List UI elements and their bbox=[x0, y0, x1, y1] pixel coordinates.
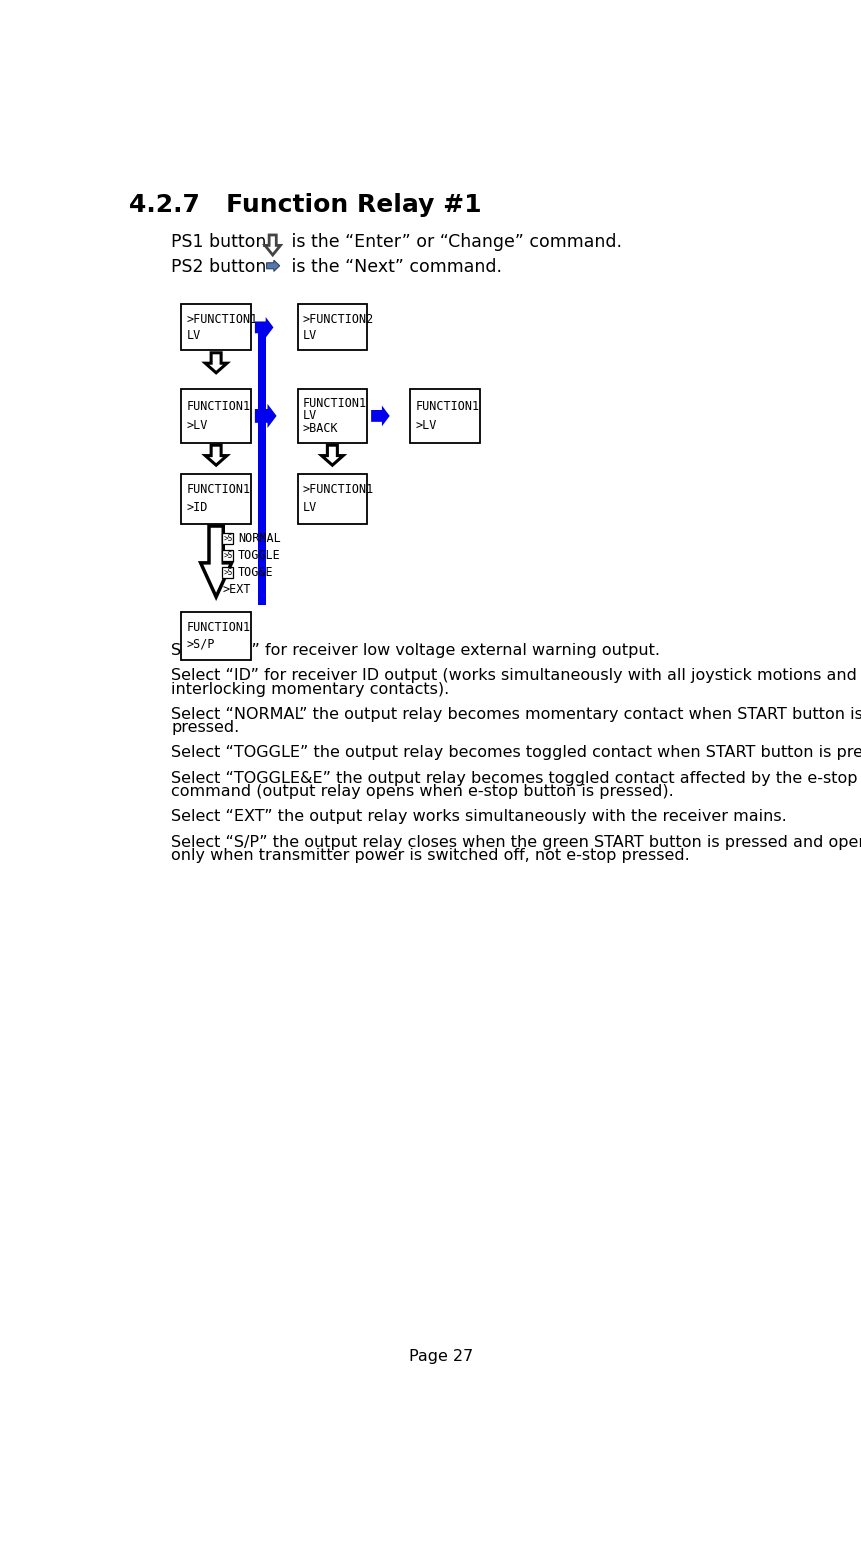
Text: >LV: >LV bbox=[415, 419, 437, 431]
Text: is the “Next” command.: is the “Next” command. bbox=[286, 257, 502, 276]
Polygon shape bbox=[255, 317, 274, 337]
Bar bbox=[298, 304, 368, 350]
Text: LV: LV bbox=[303, 501, 317, 515]
Bar bbox=[222, 550, 233, 561]
Text: LV: LV bbox=[187, 328, 201, 342]
Text: command (output relay opens when e-stop button is pressed).: command (output relay opens when e-stop … bbox=[171, 784, 674, 798]
Text: >FUNCTION1: >FUNCTION1 bbox=[303, 484, 375, 496]
Text: Select “EXT” the output relay works simultaneously with the receiver mains.: Select “EXT” the output relay works simu… bbox=[171, 809, 787, 824]
Text: Page 27: Page 27 bbox=[409, 1350, 473, 1364]
Text: NORMAL: NORMAL bbox=[238, 532, 281, 546]
Bar bbox=[182, 473, 251, 524]
Polygon shape bbox=[255, 404, 276, 428]
Polygon shape bbox=[205, 445, 227, 465]
Text: >ID: >ID bbox=[187, 501, 208, 515]
Polygon shape bbox=[201, 525, 232, 596]
Text: TOG&E: TOG&E bbox=[238, 566, 274, 579]
Text: pressed.: pressed. bbox=[171, 720, 239, 735]
Text: >S: >S bbox=[223, 567, 232, 576]
Text: >EXT: >EXT bbox=[222, 582, 251, 596]
Text: Select “NORMAL” the output relay becomes momentary contact when START button is: Select “NORMAL” the output relay becomes… bbox=[171, 707, 861, 723]
Polygon shape bbox=[265, 234, 281, 254]
Bar bbox=[258, 327, 266, 604]
Text: >S/P: >S/P bbox=[187, 638, 215, 650]
Text: 4.2.7   Function Relay #1: 4.2.7 Function Relay #1 bbox=[129, 193, 482, 217]
Bar bbox=[298, 473, 368, 524]
Text: >BACK: >BACK bbox=[303, 422, 338, 435]
Text: >FUNCTION1: >FUNCTION1 bbox=[187, 313, 258, 325]
Polygon shape bbox=[205, 353, 227, 373]
Text: FUNCTION1: FUNCTION1 bbox=[415, 401, 480, 413]
Text: Select “TOGGLE&E” the output relay becomes toggled contact affected by the e-sto: Select “TOGGLE&E” the output relay becom… bbox=[171, 770, 858, 786]
Bar bbox=[182, 612, 251, 660]
Bar bbox=[298, 388, 368, 442]
Polygon shape bbox=[321, 445, 344, 465]
Polygon shape bbox=[371, 405, 390, 427]
Bar bbox=[222, 533, 233, 544]
Text: Select “S/P” the output relay closes when the green START button is pressed and : Select “S/P” the output relay closes whe… bbox=[171, 835, 861, 849]
Text: FUNCTION1: FUNCTION1 bbox=[187, 621, 251, 635]
Text: FUNCTION1: FUNCTION1 bbox=[187, 401, 251, 413]
Text: Select “ID” for receiver ID output (works simultaneously with all joystick motio: Select “ID” for receiver ID output (work… bbox=[171, 669, 857, 684]
Text: Select “TOGGLE” the output relay becomes toggled contact when START button is pr: Select “TOGGLE” the output relay becomes… bbox=[171, 746, 861, 760]
Bar bbox=[222, 567, 233, 578]
Text: FUNCTION1: FUNCTION1 bbox=[303, 398, 367, 410]
Text: is the “Enter” or “Change” command.: is the “Enter” or “Change” command. bbox=[286, 233, 622, 251]
Text: FUNCTION1: FUNCTION1 bbox=[187, 484, 251, 496]
Text: LV: LV bbox=[303, 328, 317, 342]
Text: only when transmitter power is switched off, not e-stop pressed.: only when transmitter power is switched … bbox=[171, 848, 690, 863]
Bar bbox=[182, 388, 251, 442]
Bar bbox=[410, 388, 480, 442]
Text: >S: >S bbox=[223, 550, 232, 559]
Text: >FUNCTION2: >FUNCTION2 bbox=[303, 313, 375, 325]
Text: LV: LV bbox=[303, 410, 317, 422]
Text: PS2 button: PS2 button bbox=[171, 257, 267, 276]
Polygon shape bbox=[267, 260, 280, 271]
Text: >LV: >LV bbox=[187, 419, 208, 431]
Text: interlocking momentary contacts).: interlocking momentary contacts). bbox=[171, 681, 449, 697]
Text: >S: >S bbox=[223, 533, 232, 542]
Text: TOGGLE: TOGGLE bbox=[238, 549, 281, 562]
Text: Select “LV” for receiver low voltage external warning output.: Select “LV” for receiver low voltage ext… bbox=[171, 643, 660, 658]
Text: PS1 button: PS1 button bbox=[171, 233, 267, 251]
Bar bbox=[182, 304, 251, 350]
